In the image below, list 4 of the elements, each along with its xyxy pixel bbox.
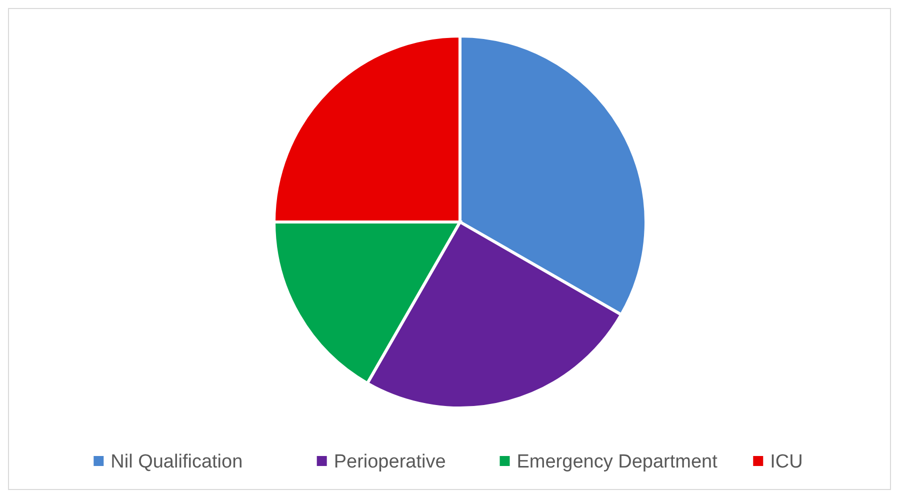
legend-label: ICU <box>770 452 803 473</box>
legend-label: Nil Qualification <box>110 452 243 473</box>
legend-label: Perioperative <box>334 452 446 473</box>
legend-label: Emergency Department <box>516 452 718 473</box>
